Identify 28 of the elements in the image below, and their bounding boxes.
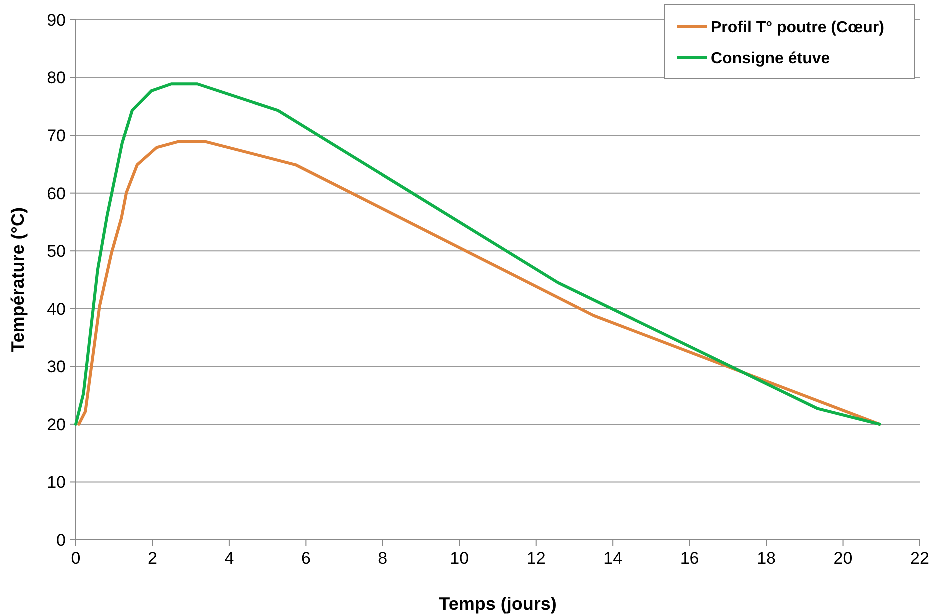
x-axis-title: Temps (jours) [439, 594, 557, 614]
y-tick-label: 60 [47, 184, 66, 204]
legend-label: Consigne étuve [711, 50, 830, 68]
legend-label: Profil T° poutre (Cœur) [711, 20, 884, 37]
x-tick-label: 12 [526, 549, 546, 568]
x-tick-label: 10 [450, 549, 470, 568]
y-tick-label: 50 [47, 242, 66, 262]
y-tick-label: 20 [47, 415, 66, 434]
y-tick-label: 80 [47, 68, 66, 88]
y-axis-title: Température (°C) [8, 208, 28, 352]
y-tick-label: 90 [47, 10, 66, 30]
y-tick-label: 0 [56, 530, 66, 550]
x-tick-label: 0 [71, 549, 81, 568]
y-tick-label: 10 [47, 473, 66, 492]
x-tick-label: 22 [910, 549, 930, 568]
x-tick-label: 16 [680, 549, 700, 568]
x-tick-label: 18 [757, 549, 776, 568]
x-tick-label: 6 [301, 549, 311, 568]
y-tick-label: 40 [47, 300, 66, 319]
x-tick-label: 2 [148, 549, 158, 568]
x-tick-label: 8 [378, 549, 388, 568]
x-tick-label: 4 [224, 549, 234, 568]
y-tick-label: 30 [47, 358, 66, 377]
y-tick-label: 70 [47, 126, 66, 146]
line-series [74, 82, 882, 426]
x-tick-label: 20 [834, 549, 853, 568]
x-tick-label: 14 [604, 549, 623, 568]
line-series [78, 140, 882, 426]
